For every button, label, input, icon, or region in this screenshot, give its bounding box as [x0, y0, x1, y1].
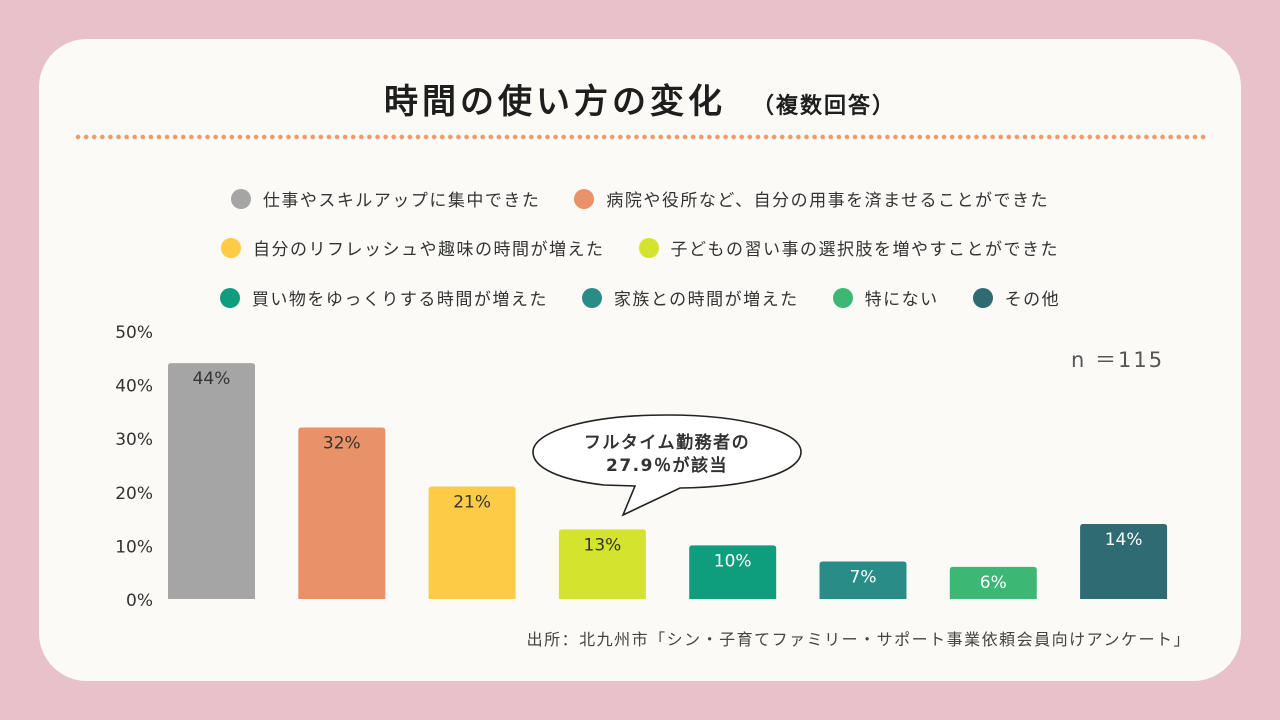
- legend-item: 病院や役所など、自分の用事を済ませることができた: [574, 186, 1049, 211]
- y-tick-label: 20%: [115, 484, 153, 504]
- legend-label: 仕事やスキルアップに集中できた: [262, 191, 541, 211]
- bar: [298, 427, 386, 599]
- bar-value-label: 10%: [714, 551, 752, 571]
- legend-label: 特にない: [864, 290, 939, 310]
- y-tick-label: 0%: [126, 591, 153, 611]
- legend-label: 家族との時間が増えた: [613, 290, 799, 310]
- bar-value-label: 44%: [193, 369, 231, 389]
- legend-swatch: [574, 188, 595, 209]
- bar: [819, 561, 907, 599]
- bar-value-label: 14%: [1105, 530, 1143, 550]
- legend-row-3: 買い物をゆっくりする時間が増えた 家族との時間が増えた 特にない その他: [0, 285, 1280, 310]
- callout-line-2: 27.9％が該当: [606, 456, 728, 476]
- legend-swatch: [972, 287, 993, 308]
- sample-size-label: n ＝115: [1071, 348, 1165, 372]
- callout-text: フルタイム勤務者の 27.9％が該当: [535, 432, 799, 478]
- y-tick-label: 50%: [115, 323, 153, 343]
- source-note: 出所：北九州市「シン・子育てファミリー・サポート事業依頼会員向けアンケート」: [526, 630, 1191, 649]
- legend-swatch: [638, 237, 659, 258]
- legend-swatch: [581, 287, 602, 308]
- legend-item: 買い物をゆっくりする時間が増えた: [219, 285, 548, 310]
- bar: [689, 545, 777, 599]
- chart-subtitle: （複数回答）: [751, 94, 896, 119]
- legend-label: 子どもの習い事の選択肢を増やすことができた: [670, 240, 1059, 260]
- legend-label: 自分のリフレッシュや趣味の時間が増えた: [253, 240, 605, 260]
- legend-swatch: [219, 287, 240, 308]
- legend-item: 自分のリフレッシュや趣味の時間が増えた: [221, 235, 605, 260]
- legend-item: その他: [972, 285, 1061, 310]
- legend-swatch: [221, 237, 241, 258]
- legend-item: 仕事やスキルアップに集中できた: [230, 186, 541, 211]
- bar-value-label: 13%: [584, 535, 622, 555]
- y-tick-label: 10%: [115, 537, 153, 557]
- legend-item: 特にない: [832, 285, 939, 310]
- callout-line-1: フルタイム勤務者の: [583, 433, 751, 453]
- y-tick-label: 30%: [115, 430, 153, 450]
- bar-value-label: 7%: [850, 567, 877, 587]
- legend-row-1: 仕事やスキルアップに集中できた 病院や役所など、自分の用事を済ませることができた: [0, 186, 1280, 211]
- bar-value-label: 32%: [323, 433, 361, 453]
- bar: [168, 363, 255, 599]
- chart-title: 時間の使い方の変化: [383, 82, 726, 122]
- legend-label: その他: [1004, 290, 1061, 310]
- bar: [1080, 523, 1168, 599]
- legend-label: 病院や役所など、自分の用事を済ませることができた: [606, 191, 1050, 211]
- bar: [949, 566, 1037, 599]
- title-row: 時間の使い方の変化 （複数回答）: [0, 74, 1280, 123]
- bar: [558, 529, 646, 599]
- dotted-divider: [74, 134, 1206, 140]
- legend-swatch: [832, 287, 853, 308]
- legend-swatch: [230, 188, 251, 209]
- legend-item: 子どもの習い事の選択肢を増やすことができた: [638, 235, 1060, 260]
- bar-value-label: 21%: [453, 492, 491, 512]
- legend-row-2: 自分のリフレッシュや趣味の時間が増えた 子どもの習い事の選択肢を増やすことができ…: [0, 235, 1280, 260]
- bar-value-label: 6%: [980, 573, 1007, 593]
- y-tick-label: 40%: [115, 377, 153, 397]
- legend-label: 買い物をゆっくりする時間が増えた: [251, 290, 548, 310]
- bar: [428, 486, 516, 599]
- callout-bubble: [532, 414, 802, 517]
- legend-item: 家族との時間が増えた: [581, 285, 799, 310]
